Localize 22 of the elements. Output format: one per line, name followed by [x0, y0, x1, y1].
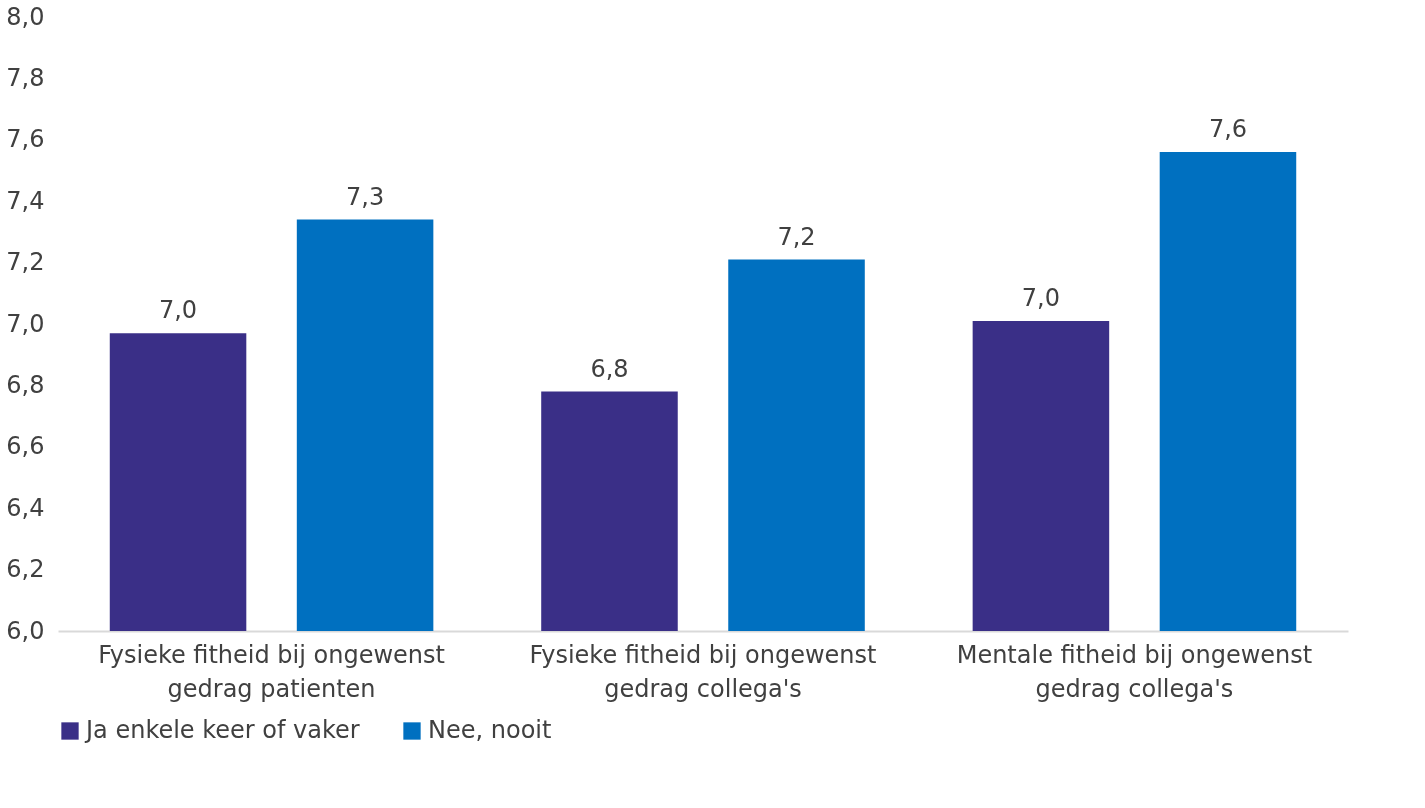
- legend-label: Nee, nooit: [428, 716, 552, 744]
- data-label: 7,2: [777, 222, 816, 251]
- data-label: 6,8: [590, 354, 629, 383]
- y-tick-label: 6,4: [6, 493, 45, 522]
- data-label: 7,0: [1021, 283, 1060, 312]
- y-tick-label: 7,0: [6, 309, 45, 338]
- x-tick-label: Fysieke fitheid bij ongewenst gedrag collega's: [529, 640, 877, 703]
- data-label: 7,6: [1208, 115, 1248, 144]
- y-tick-label: 6,0: [6, 616, 45, 645]
- data-label: 7,3: [346, 182, 385, 211]
- legend-label: Ja enkele keer of vaker: [84, 716, 360, 744]
- y-tick-label: 6,2: [6, 555, 45, 584]
- y-tick-label: 8,0: [6, 2, 45, 31]
- y-tick-label: 6,6: [6, 432, 45, 461]
- y-tick-label: 7,8: [6, 63, 45, 92]
- y-tick-label: 7,2: [6, 248, 45, 277]
- x-tick-label: Fysieke fitheid bij ongewenst gedrag patienten: [98, 640, 445, 703]
- y-tick-label: 7,6: [6, 125, 45, 154]
- x-tick-label: Mentale fitheid bij ongewenst gedrag collega's: [956, 640, 1313, 703]
- y-tick-label: 6,8: [6, 370, 45, 399]
- data-label: 7,0: [158, 296, 198, 325]
- y-tick-label: 7,4: [6, 186, 45, 215]
